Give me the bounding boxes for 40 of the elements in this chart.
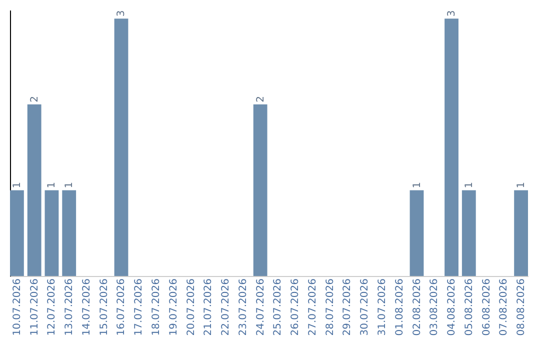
x-tick-label: 13.07.2026	[64, 278, 76, 336]
x-tick-label: 20.07.2026	[186, 278, 197, 336]
x-tick-label: 07.08.2026	[498, 278, 510, 336]
x-tick-label: 12.07.2026	[46, 278, 58, 336]
x-tick-label: 17.07.2026	[134, 278, 145, 336]
x-tick-label: 11.07.2026	[29, 278, 40, 336]
data-label: 1	[516, 182, 528, 188]
x-tick-label: 24.07.2026	[255, 278, 266, 336]
x-tick-label: 28.07.2026	[324, 278, 336, 336]
x-tick-label: 27.07.2026	[307, 278, 318, 336]
x-tick-label: 16.07.2026	[116, 278, 128, 336]
data-label: 2	[255, 96, 266, 102]
x-tick-label: 19.07.2026	[168, 278, 180, 336]
x-tick-label: 15.07.2026	[98, 278, 110, 336]
data-label: 3	[116, 10, 128, 17]
x-tick-label: 23.07.2026	[238, 278, 249, 336]
data-label: 1	[12, 182, 23, 188]
x-tick-label: 04.08.2026	[446, 278, 458, 336]
x-tick-label: 02.08.2026	[412, 278, 423, 336]
x-tick-label: 30.07.2026	[360, 278, 371, 336]
data-label: 1	[412, 182, 423, 188]
x-tick-label: 21.07.2026	[203, 278, 214, 336]
x-tick-label: 31.07.2026	[376, 278, 388, 336]
x-tick-label: 22.07.2026	[220, 278, 232, 336]
x-tick-label: 10.07.2026	[12, 278, 23, 336]
x-tick-label: 03.08.2026	[429, 278, 440, 336]
x-tick-label: 05.08.2026	[464, 278, 475, 336]
x-tick-label: 18.07.2026	[151, 278, 162, 336]
x-tick-label: 25.07.2026	[272, 278, 284, 336]
data-label: 2	[29, 96, 40, 102]
data-label: 3	[446, 10, 458, 17]
x-tick-label: 14.07.2026	[81, 278, 92, 336]
data-label: 1	[46, 182, 58, 188]
x-tick-label: 29.07.2026	[342, 278, 354, 336]
data-label: 1	[64, 182, 76, 188]
data-label: 1	[464, 182, 475, 188]
x-tick-label: 08.08.2026	[516, 278, 528, 336]
x-tick-label: 06.08.2026	[481, 278, 492, 336]
x-tick-label: 01.08.2026	[394, 278, 406, 336]
x-tick-label: 26.07.2026	[290, 278, 302, 336]
